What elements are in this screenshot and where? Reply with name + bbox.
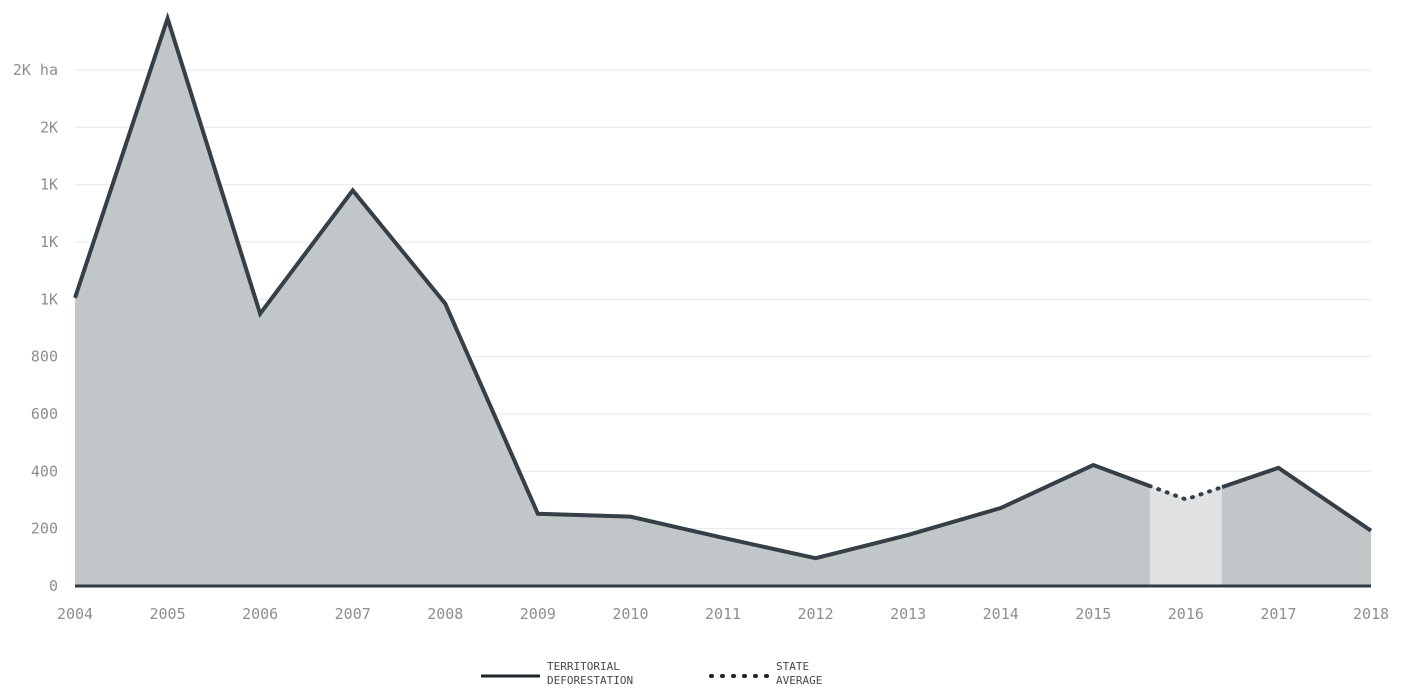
- y-tick-label-0: 0: [49, 577, 58, 595]
- series-line-dotted: [1147, 484, 1224, 502]
- y-tick-label-4: 800: [31, 348, 58, 366]
- y-tick-label-2: 400: [31, 462, 58, 480]
- x-tick-label-2009: 2009: [520, 605, 556, 623]
- legend: TERRITORIAL DEFORESTATION STATE AVERAGE: [481, 660, 822, 687]
- x-tick-label-2017: 2017: [1260, 605, 1296, 623]
- legend-state-line2: AVERAGE: [776, 674, 822, 687]
- x-tick-label-2007: 2007: [335, 605, 371, 623]
- series-line-part-1: [73, 11, 1151, 561]
- x-tick-label-2008: 2008: [427, 605, 463, 623]
- x-tick-label-2015: 2015: [1075, 605, 1111, 623]
- x-axis: 2004 2005 2006 2007 2008 2009 2010 2011 2012 2013…: [57, 584, 1389, 623]
- y-tick-label-1: 200: [31, 520, 58, 538]
- y-tick-label-6: 1K: [40, 233, 58, 251]
- series-line-part-2: [1221, 465, 1373, 533]
- legend-territorial-line2: DEFORESTATION: [547, 674, 633, 687]
- x-tick-label-2018: 2018: [1353, 605, 1389, 623]
- x-tick-label-2004: 2004: [57, 605, 93, 623]
- area-layer: [75, 18, 1371, 586]
- x-tick-label-2010: 2010: [612, 605, 648, 623]
- highlight-band: [1149, 486, 1222, 586]
- y-tick-label-7: 1K: [40, 176, 58, 194]
- y-tick-label-8: 2K: [40, 118, 58, 136]
- x-tick-label-2013: 2013: [890, 605, 926, 623]
- line-layer: [73, 11, 1373, 561]
- x-tick-label-2016: 2016: [1168, 605, 1204, 623]
- x-tick-label-2012: 2012: [798, 605, 834, 623]
- x-tick-label-2006: 2006: [242, 605, 278, 623]
- x-tick-label-2011: 2011: [705, 605, 741, 623]
- legend-territorial-line1: TERRITORIAL: [547, 660, 620, 673]
- y-axis: 0 200 400 600 800 1K 1K 1K 2K 2K ha: [13, 61, 58, 595]
- area-fill: [75, 18, 1371, 586]
- y-tick-label-9: 2K ha: [13, 61, 58, 79]
- legend-state-line1: STATE: [776, 660, 809, 673]
- y-tick-label-5: 1K: [40, 290, 58, 308]
- y-tick-label-3: 600: [31, 405, 58, 423]
- x-tick-label-2005: 2005: [150, 605, 186, 623]
- x-tick-label-2014: 2014: [983, 605, 1019, 623]
